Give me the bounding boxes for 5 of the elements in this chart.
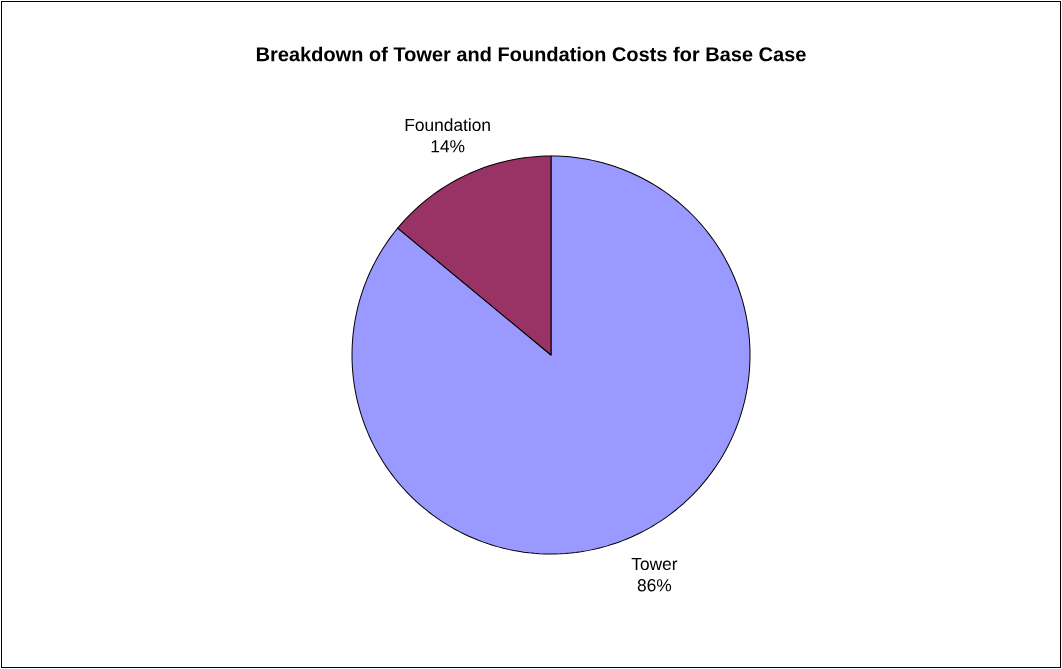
chart-title: Breakdown of Tower and Foundation Costs for Base Case: [256, 46, 806, 62]
data-label: 86%: [637, 579, 672, 592]
slice-label: Tower: [631, 557, 678, 571]
slice-label: Foundation: [405, 118, 490, 132]
data-label: 14%: [431, 140, 465, 153]
